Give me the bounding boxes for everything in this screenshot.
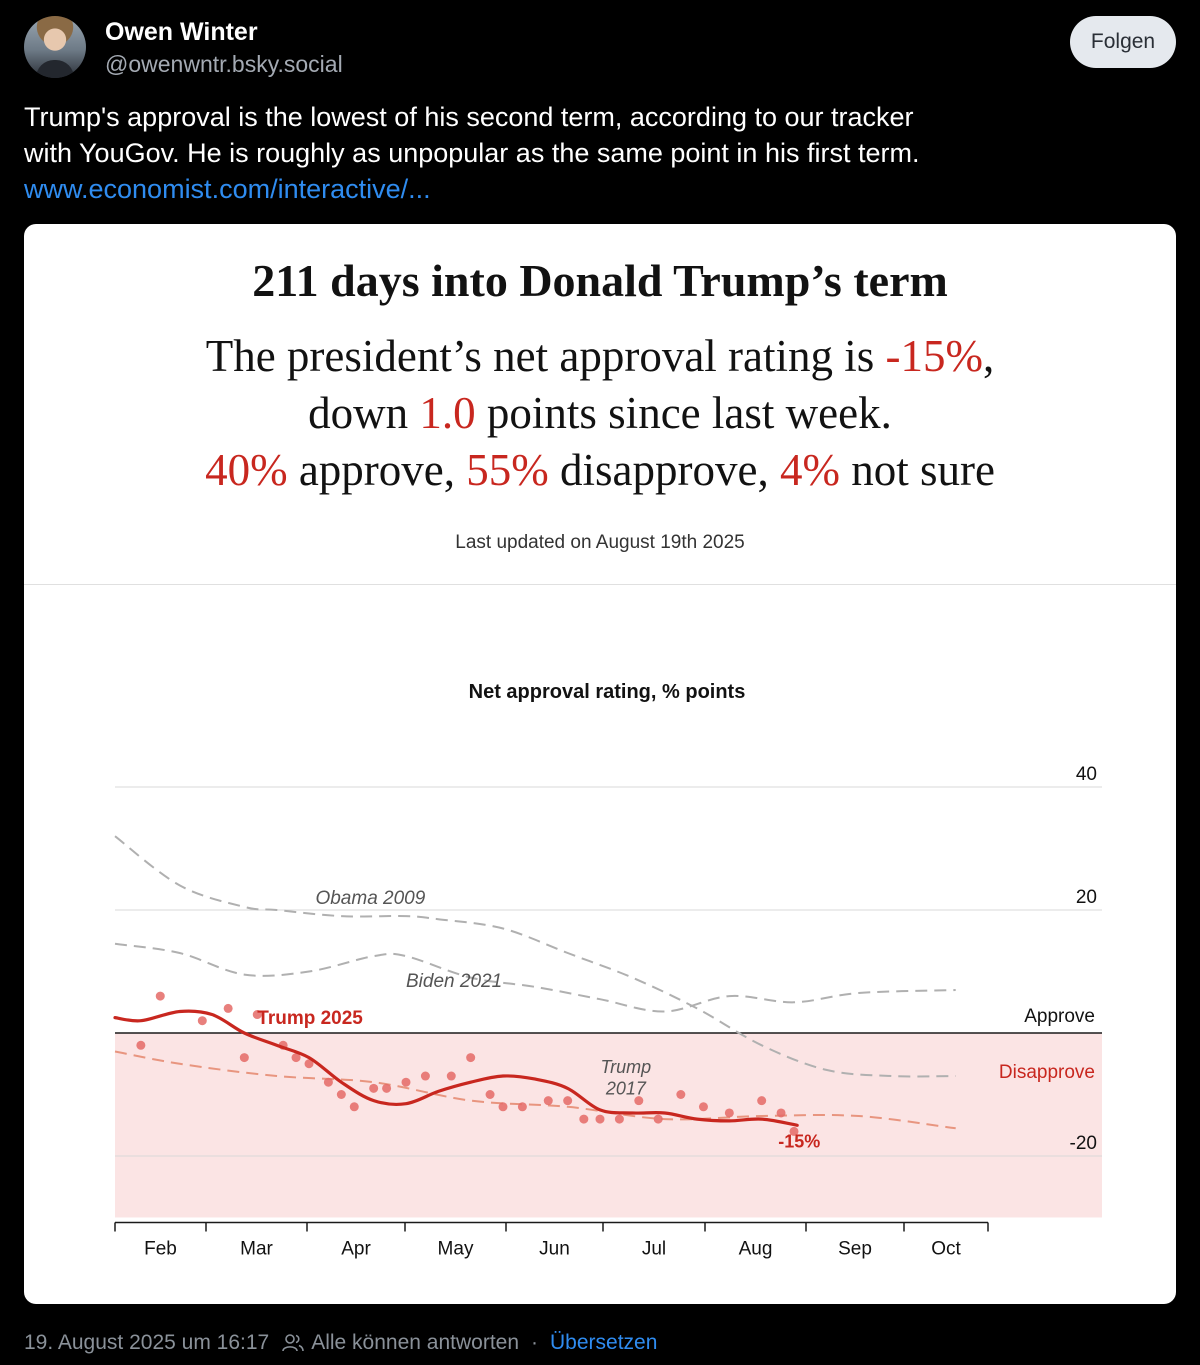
y-tick-label: -20 xyxy=(1070,1133,1097,1154)
x-tick-label: May xyxy=(438,1239,474,1260)
poll-point xyxy=(653,1114,663,1124)
disapprove-label: Disapprove xyxy=(999,1062,1095,1083)
net-approval-chart: Net approval rating, % points 40 20 -20 Appr… xyxy=(113,681,1102,1260)
poll-point xyxy=(252,1010,262,1020)
series-line-trump-2017 xyxy=(114,1050,956,1130)
annotation-trump: Trump xyxy=(601,1057,652,1077)
poll-point xyxy=(239,1053,249,1063)
summary-text: , xyxy=(983,331,995,381)
poll-point xyxy=(446,1071,456,1081)
poll-point xyxy=(595,1114,605,1124)
annotation-2017: 2017 xyxy=(605,1079,647,1099)
series-line-trump-2025 xyxy=(113,1009,799,1127)
disapprove-value: 55% xyxy=(466,445,549,495)
poll-point xyxy=(517,1102,527,1112)
author-handle[interactable]: @owenwntr.bsky.social xyxy=(105,51,343,77)
follow-button[interactable]: Folgen xyxy=(1070,16,1176,68)
chart-title: Net approval rating, % points xyxy=(469,681,746,703)
summary-text: disapprove, xyxy=(548,445,780,495)
summary-text: not sure xyxy=(839,445,995,495)
poll-point xyxy=(336,1090,346,1099)
embedded-image-card[interactable]: 211 days into Donald Trump’s term The pr… xyxy=(24,224,1176,1304)
poll-point xyxy=(323,1077,333,1087)
current-value-label: -15% xyxy=(778,1131,820,1151)
summary-line-1: The president’s net approval rating is -… xyxy=(24,328,1176,385)
poll-point xyxy=(349,1102,359,1112)
x-tick-label: Mar xyxy=(240,1239,273,1260)
chart-summary: The president’s net approval rating is -… xyxy=(24,328,1176,499)
y-tick-label: 20 xyxy=(1076,887,1097,908)
poll-point xyxy=(485,1090,495,1099)
poll-point xyxy=(401,1077,411,1087)
poll-point xyxy=(698,1102,708,1112)
poll-point xyxy=(136,1040,146,1050)
series-line-biden-2021 xyxy=(114,942,956,1013)
x-tick-label: Aug xyxy=(739,1239,773,1260)
translate-link[interactable]: Übersetzen xyxy=(550,1331,658,1354)
poll-point xyxy=(466,1053,476,1063)
poll-point xyxy=(197,1016,207,1026)
poll-point xyxy=(420,1071,430,1081)
net-approval-value: -15% xyxy=(885,331,984,381)
x-tick-label: Jul xyxy=(642,1239,666,1260)
x-tick-label: Apr xyxy=(341,1239,371,1260)
post-timestamp[interactable]: 19. August 2025 um 16:17 xyxy=(24,1331,270,1354)
poll-point xyxy=(563,1096,573,1106)
poll-point xyxy=(676,1090,686,1099)
people-icon xyxy=(282,1334,305,1352)
summary-text: points since last week. xyxy=(475,388,892,438)
last-updated: Last updated on August 19th 2025 xyxy=(455,532,745,553)
post-text-line: with YouGov. He is roughly as unpopular … xyxy=(24,138,920,168)
poll-point xyxy=(579,1114,589,1124)
approve-value: 40% xyxy=(205,445,288,495)
poll-point xyxy=(724,1108,734,1118)
divider xyxy=(24,584,1176,585)
poll-point xyxy=(223,1003,233,1013)
avatar[interactable] xyxy=(24,16,86,78)
poll-point xyxy=(634,1096,644,1106)
summary-text: approve, xyxy=(287,445,467,495)
annotation-biden-2021: Biden 2021 xyxy=(406,971,502,992)
author-name[interactable]: Owen Winter xyxy=(105,18,258,46)
summary-line-2: down 1.0 points since last week. xyxy=(24,385,1176,442)
reply-setting[interactable]: Alle können antworten xyxy=(311,1331,520,1354)
not-sure-value: 4% xyxy=(779,445,840,495)
separator: · xyxy=(531,1331,539,1354)
post-header: Owen Winter @owenwntr.bsky.social Folgen xyxy=(24,16,1176,84)
chart-headline: 211 days into Donald Trump’s term xyxy=(252,255,948,306)
poll-point xyxy=(382,1083,392,1093)
summary-text: down xyxy=(308,388,420,438)
poll-point xyxy=(789,1126,799,1136)
x-tick-label: Jun xyxy=(539,1239,570,1260)
poll-point xyxy=(543,1096,553,1106)
poll-point xyxy=(155,991,165,1001)
poll-point xyxy=(291,1053,301,1063)
weekly-change-value: 1.0 xyxy=(419,388,476,438)
y-tick-label: 40 xyxy=(1076,764,1097,785)
post-text-line: Trump's approval is the lowest of his se… xyxy=(24,102,914,132)
summary-text: The president’s net approval rating is xyxy=(205,331,886,381)
post-text: Trump's approval is the lowest of his se… xyxy=(24,99,1174,207)
x-tick-label: Sep xyxy=(838,1239,872,1260)
series-line-obama-2009 xyxy=(114,835,956,1078)
article-link[interactable]: www.economist.com/interactive/... xyxy=(24,174,431,204)
poll-point xyxy=(369,1083,379,1093)
summary-line-3: 40% approve, 55% disapprove, 4% not sure xyxy=(24,442,1176,499)
x-tick-label: Feb xyxy=(144,1239,177,1260)
annotation-obama-2009: Obama 2009 xyxy=(315,888,425,909)
x-tick-label: Oct xyxy=(931,1239,961,1260)
annotation-trump-2025: Trump 2025 xyxy=(257,1008,363,1029)
poll-point xyxy=(614,1114,624,1124)
poll-point xyxy=(776,1108,786,1118)
approve-label: Approve xyxy=(1024,1006,1095,1027)
poll-point xyxy=(757,1096,767,1106)
post-footer: 19. August 2025 um 16:17 Alle können ant… xyxy=(24,1328,657,1358)
poll-point xyxy=(498,1102,508,1112)
poll-point xyxy=(304,1059,314,1069)
